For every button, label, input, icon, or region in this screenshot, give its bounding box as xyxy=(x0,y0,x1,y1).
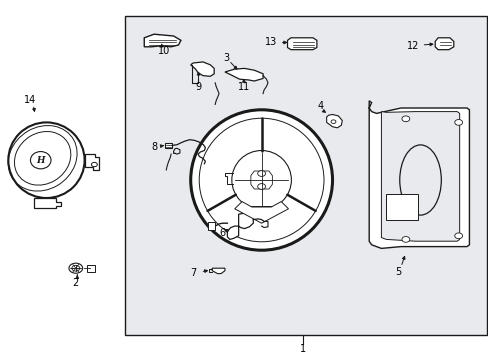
Text: 5: 5 xyxy=(395,267,401,277)
Text: 12: 12 xyxy=(406,41,419,51)
Circle shape xyxy=(69,263,82,273)
Circle shape xyxy=(401,237,409,242)
Polygon shape xyxy=(212,268,224,274)
Polygon shape xyxy=(165,143,172,148)
Ellipse shape xyxy=(399,145,441,215)
Text: 9: 9 xyxy=(195,82,201,92)
Text: 11: 11 xyxy=(238,82,250,92)
Polygon shape xyxy=(227,213,253,239)
Text: 6: 6 xyxy=(219,228,225,238)
Polygon shape xyxy=(190,62,214,76)
Circle shape xyxy=(91,162,97,167)
FancyBboxPatch shape xyxy=(386,194,417,220)
Polygon shape xyxy=(326,114,342,128)
Ellipse shape xyxy=(231,150,291,210)
Text: 10: 10 xyxy=(157,46,170,56)
Ellipse shape xyxy=(190,110,332,250)
Circle shape xyxy=(257,184,265,189)
Text: 1: 1 xyxy=(300,344,305,354)
FancyBboxPatch shape xyxy=(124,16,486,335)
Polygon shape xyxy=(368,101,468,248)
Text: H: H xyxy=(37,156,45,165)
Text: 2: 2 xyxy=(73,278,79,288)
Ellipse shape xyxy=(199,118,324,242)
Polygon shape xyxy=(234,202,288,223)
FancyBboxPatch shape xyxy=(86,265,95,272)
Polygon shape xyxy=(224,68,263,81)
Circle shape xyxy=(257,171,265,176)
Circle shape xyxy=(454,233,462,239)
Text: 8: 8 xyxy=(151,142,157,152)
Circle shape xyxy=(401,116,409,122)
Circle shape xyxy=(330,120,335,123)
Polygon shape xyxy=(84,154,99,170)
Text: 14: 14 xyxy=(24,95,37,105)
Ellipse shape xyxy=(8,122,84,198)
Polygon shape xyxy=(34,198,61,208)
Polygon shape xyxy=(287,38,316,50)
Circle shape xyxy=(454,120,462,125)
Text: 13: 13 xyxy=(264,37,277,48)
FancyBboxPatch shape xyxy=(207,222,215,230)
Text: 4: 4 xyxy=(317,101,323,111)
Polygon shape xyxy=(434,38,453,50)
Circle shape xyxy=(72,265,80,271)
Polygon shape xyxy=(381,112,459,241)
Polygon shape xyxy=(144,34,181,47)
Text: 7: 7 xyxy=(190,268,196,278)
Polygon shape xyxy=(250,171,272,189)
Text: 3: 3 xyxy=(223,53,228,63)
